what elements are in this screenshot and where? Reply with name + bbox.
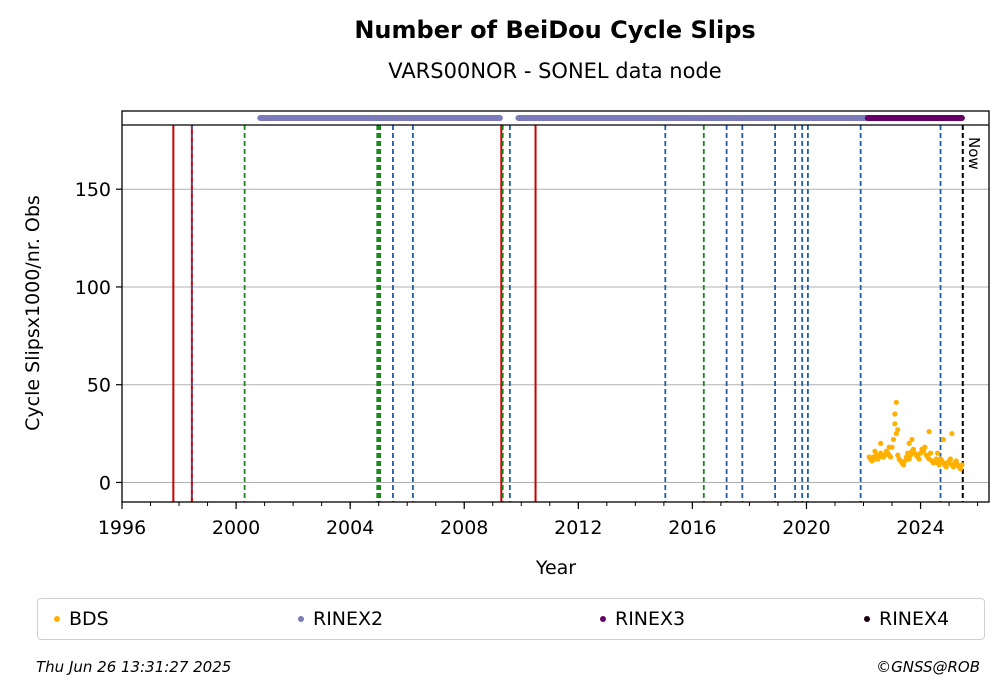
y-tick-label-50: 50 — [87, 375, 111, 397]
point-bds-73 — [940, 436, 946, 443]
point-bds-38 — [920, 448, 927, 454]
y-axis-label: Cycle Slipsx1000/nr. Obs — [22, 195, 44, 431]
legend-label-bds: BDS — [69, 607, 109, 630]
now-label: Now — [965, 137, 983, 170]
point-bds-20 — [895, 452, 901, 458]
point-bds-39 — [922, 444, 928, 450]
point-bds-59 — [950, 464, 956, 470]
point-bds-74 — [935, 450, 941, 456]
legend-label-rinex4: RINEX4 — [879, 607, 950, 630]
plot-frame — [121, 110, 990, 503]
x-tick-label-2004: 2004 — [326, 517, 374, 539]
legend-label-rinex2: RINEX2 — [313, 607, 384, 630]
timestamp: Thu Jun 26 13:31:27 2025 — [36, 658, 232, 676]
legend-item-rinex3: RINEX3 — [600, 599, 685, 638]
point-bds-70 — [895, 427, 901, 433]
x-tick-label-2000: 2000 — [212, 517, 260, 539]
point-bds-66 — [878, 440, 884, 446]
point-bds-35 — [916, 456, 922, 462]
x-axis-label: Year — [535, 557, 576, 579]
legend-marker-bds — [54, 615, 60, 622]
point-bds-18 — [892, 421, 898, 427]
x-tick-label-2016: 2016 — [668, 517, 716, 539]
point-bds-71 — [909, 436, 915, 443]
y-tick-label-0: 0 — [99, 472, 111, 494]
point-bds-75 — [949, 430, 955, 437]
chart-subtitle: VARS00NOR - SONEL data node — [388, 59, 722, 83]
legend-item-rinex4: RINEX4 — [864, 599, 949, 638]
x-tick-label-2020: 2020 — [782, 517, 830, 539]
legend-item-bds: BDS — [54, 599, 109, 638]
legend-marker-rinex4 — [864, 615, 870, 622]
y-tick-label-100: 100 — [75, 277, 111, 299]
legend-marker-rinex3 — [600, 615, 606, 622]
x-tick-label-2012: 2012 — [554, 517, 602, 539]
legend-marker-rinex2 — [298, 615, 304, 622]
legend: BDS RINEX2 RINEX3 RINEX4 — [37, 598, 985, 640]
x-tick-label-1996: 1996 — [98, 517, 146, 539]
point-bds-15 — [888, 454, 894, 460]
legend-item-rinex2: RINEX2 — [298, 599, 383, 638]
point-bds-72 — [926, 429, 932, 435]
point-bds-47 — [933, 456, 939, 462]
point-bds-68 — [892, 411, 898, 417]
point-bds-31 — [910, 446, 917, 452]
chart-title: Number of BeiDou Cycle Slips — [354, 16, 756, 44]
point-bds-25 — [902, 458, 908, 464]
point-bds-76 — [906, 440, 912, 446]
point-bds-49 — [936, 462, 942, 468]
point-bds-67 — [886, 444, 892, 450]
point-bds-28 — [906, 456, 912, 462]
point-bds-54 — [943, 464, 949, 470]
copyright: ©GNSS@ROB — [876, 658, 980, 676]
point-bds-19 — [893, 430, 899, 437]
y-tick-label-150: 150 — [75, 179, 111, 201]
x-tick-label-2008: 2008 — [440, 517, 488, 539]
point-bds-17 — [890, 436, 897, 443]
point-bds-57 — [947, 456, 954, 462]
point-bds-43 — [927, 450, 934, 456]
point-bds-64 — [957, 466, 964, 472]
point-bds-65 — [959, 462, 965, 468]
legend-label-rinex3: RINEX3 — [615, 607, 686, 630]
point-bds-61 — [953, 458, 959, 464]
point-bds-77 — [872, 448, 878, 454]
point-bds-24 — [900, 462, 907, 468]
point-bds-69 — [893, 399, 899, 405]
point-bds-29 — [907, 452, 914, 458]
cycle-slips-chart: 0 50 100 150 1996 2000 2004 2008 2012 2016 2020 202… — [22, 110, 990, 579]
x-tick-label-2024: 2024 — [896, 517, 944, 539]
